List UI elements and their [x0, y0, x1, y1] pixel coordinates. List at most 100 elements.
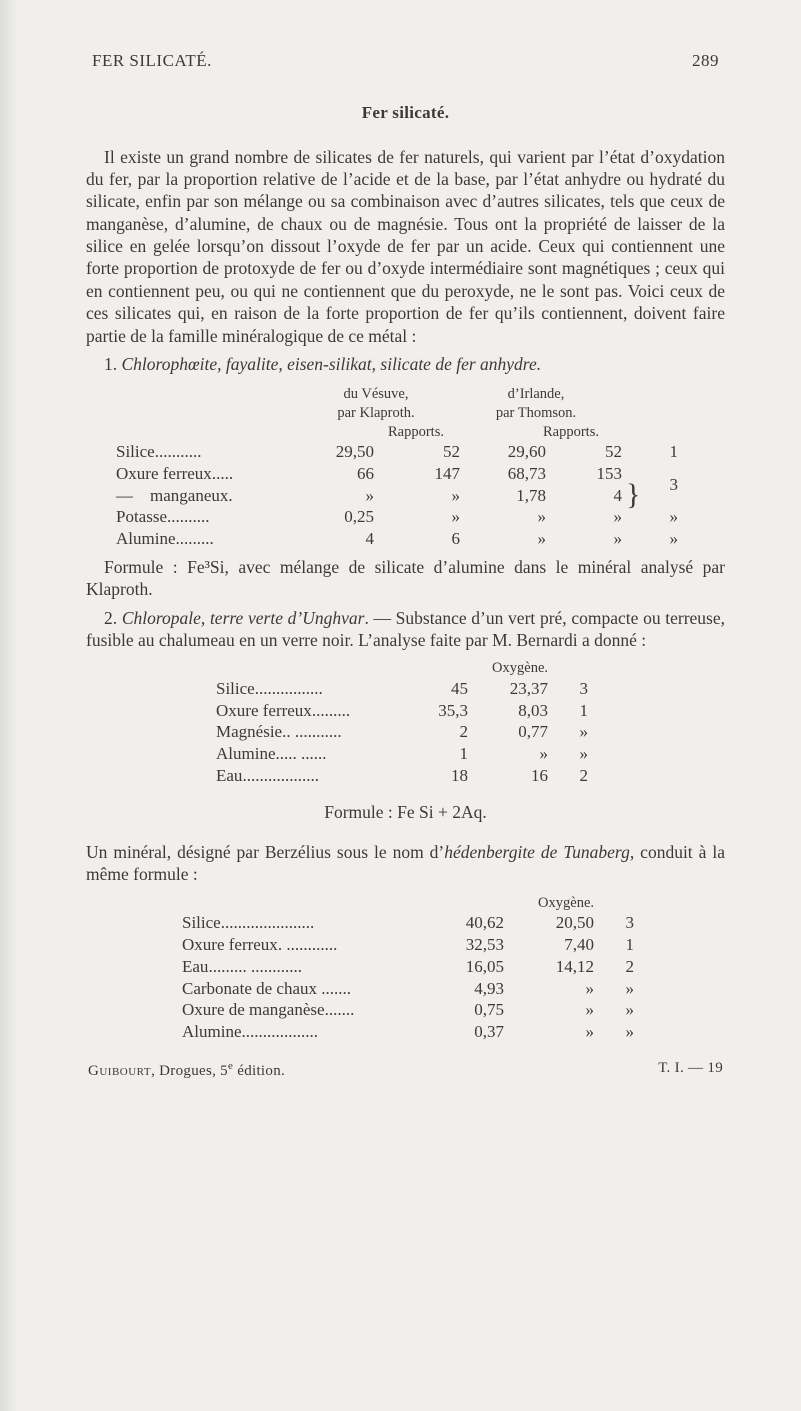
t3-oxy: 14,12 [512, 956, 602, 978]
t3-label: Carbonate de chaux ....... [182, 978, 442, 1000]
page: FER SILICATÉ. 289 Fer silicaté. Il exist… [0, 0, 801, 1411]
t2-v: 1 [416, 743, 476, 765]
t1-r1: » [388, 506, 468, 528]
footer-line: Guibourt, Drogues, 5e édition. T. I. — 1… [86, 1059, 725, 1081]
t3-oxy: » [512, 999, 602, 1021]
t1-v1: » [302, 485, 382, 507]
t1-v1: 29,50 [302, 441, 382, 463]
t3-v: 4,93 [442, 978, 512, 1000]
t1-r1: » [388, 485, 468, 507]
t3-n: » [602, 978, 642, 1000]
running-title: FER SILICATÉ. [92, 50, 212, 72]
table-1-header-2: Rapports. Rapports. [116, 423, 725, 442]
table-2: Oxygène. Silice................ 45 23,37… [216, 659, 725, 786]
t1-r1: 147 [388, 463, 468, 485]
t3-oxy: » [512, 978, 602, 1000]
table-row: Oxure ferreux. ............ 32,53 7,40 1 [182, 934, 725, 956]
t2-v: 35,3 [416, 700, 476, 722]
page-number: 289 [692, 50, 719, 72]
item-1-intro: 1. Chlorophœite, fayalite, eisen-silikat… [86, 353, 725, 375]
formula-1-para: Formule : Fe³Si, avec mélange de silicat… [86, 556, 725, 601]
t1-r2: 153 [560, 463, 630, 485]
table-row: Alumine..... ...... 1 » » [216, 743, 725, 765]
section-title: Fer silicaté. [86, 102, 725, 124]
t1-v2: 68,73 [474, 463, 554, 485]
t3-n: 3 [602, 912, 642, 934]
t2-v: 45 [416, 678, 476, 700]
t2-n: 2 [556, 765, 596, 787]
t1-r2: 52 [560, 441, 630, 463]
t1-v1: 66 [302, 463, 382, 485]
paragraph-1: Il existe un grand nombre de silicates d… [86, 146, 725, 348]
t3-oxy: » [512, 1021, 602, 1043]
t1-r2: » [560, 528, 630, 550]
t3-label: Oxure ferreux. ............ [182, 934, 442, 956]
t3-label: Eau......... ............ [182, 956, 442, 978]
t3-v: 40,62 [442, 912, 512, 934]
t1-v2: 29,60 [474, 441, 554, 463]
table-row: Oxure ferreux..... 66 147 68,73 153 } [116, 463, 725, 485]
t1-r1: 52 [388, 441, 468, 463]
t1-last: 1 [636, 441, 686, 463]
item-2-intro: 2. Chloropale, terre verte d’Unghvar. — … [86, 607, 725, 652]
t3-label: Oxure de manganèse....... [182, 999, 442, 1021]
running-head: FER SILICATÉ. 289 [86, 50, 725, 72]
table-row: Alumine.................. 0,37 » » [182, 1021, 725, 1043]
t3-v: 16,05 [442, 956, 512, 978]
t3-label: Alumine.................. [182, 1021, 442, 1043]
footer-right: T. I. — 19 [658, 1059, 723, 1081]
t1-src-b: d’Irlande,par Thomson. [456, 385, 616, 422]
table-row: Eau......... ............ 16,05 14,12 2 [182, 956, 725, 978]
t2-n: 3 [556, 678, 596, 700]
table-row: Carbonate de chaux ....... 4,93 » » [182, 978, 725, 1000]
table-row: Oxure ferreux......... 35,3 8,03 1 [216, 700, 725, 722]
table-row: Oxure de manganèse....... 0,75 » » [182, 999, 725, 1021]
t2-n: 1 [556, 700, 596, 722]
t2-oxy: 0,77 [476, 721, 556, 743]
t1-label: Silice........... [116, 441, 296, 463]
t3-oxy: 20,50 [512, 912, 602, 934]
t3-v: 32,53 [442, 934, 512, 956]
t3-oxy: 7,40 [512, 934, 602, 956]
t3-v: 0,75 [442, 999, 512, 1021]
table-3: Oxygène. Silice...................... 40… [182, 894, 725, 1043]
t3-n: » [602, 1021, 642, 1043]
table-row: Silice................ 45 23,37 3 [216, 678, 725, 700]
table-row: Silice........... 29,50 52 29,60 52 1 [116, 441, 725, 463]
t1-label: — manganeux. [116, 485, 296, 507]
t1-v2: » [474, 506, 554, 528]
table-row: Eau.................. 18 16 2 [216, 765, 725, 787]
t2-v: 2 [416, 721, 476, 743]
formula-2: Formule : Fe Si + 2Aq. [86, 801, 725, 823]
t2-v: 18 [416, 765, 476, 787]
table-row: Magnésie.. ........... 2 0,77 » [216, 721, 725, 743]
t2-n: » [556, 721, 596, 743]
t1-label: Oxure ferreux..... [116, 463, 296, 485]
t2-label: Eau.................. [216, 765, 416, 787]
t1-rapports-b: Rapports. [536, 423, 606, 442]
t1-last: 3 [636, 474, 686, 496]
t2-oxy: » [476, 743, 556, 765]
t1-v1: 0,25 [302, 506, 382, 528]
table-1: du Vésuve,par Klaproth. d’Irlande,par Th… [116, 385, 725, 549]
table-2-header: Oxygène. [216, 659, 725, 678]
t1-last: » [636, 528, 686, 550]
table-row: Silice...................... 40,62 20,50… [182, 912, 725, 934]
t1-v2: 1,78 [474, 485, 554, 507]
t1-rapports-a: Rapports. [376, 423, 456, 442]
t2-label: Alumine..... ...... [216, 743, 416, 765]
t3-n: » [602, 999, 642, 1021]
t2-oxy-hdr: Oxygène. [476, 659, 556, 678]
t2-label: Magnésie.. ........... [216, 721, 416, 743]
t3-v: 0,37 [442, 1021, 512, 1043]
t2-oxy: 8,03 [476, 700, 556, 722]
t1-v2: » [474, 528, 554, 550]
t1-r1: 6 [388, 528, 468, 550]
t1-v1: 4 [302, 528, 382, 550]
t3-label: Silice...................... [182, 912, 442, 934]
t2-label: Oxure ferreux......... [216, 700, 416, 722]
t3-oxy-hdr: Oxygène. [512, 894, 602, 913]
t1-r2: 4 [560, 485, 630, 507]
table-1-header-1: du Vésuve,par Klaproth. d’Irlande,par Th… [116, 385, 725, 422]
table-3-header: Oxygène. [182, 894, 725, 913]
